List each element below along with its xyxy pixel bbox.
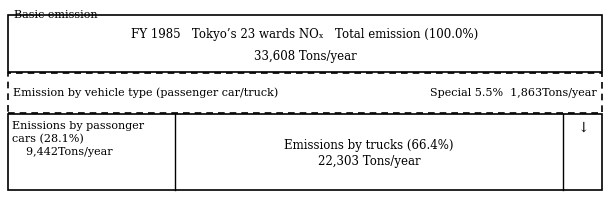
Text: Special 5.5%  1,863Tons/year: Special 5.5% 1,863Tons/year (430, 88, 597, 98)
Text: cars (28.1%): cars (28.1%) (12, 134, 84, 144)
Text: ↓: ↓ (576, 121, 588, 135)
Text: 33,608 Tons/year: 33,608 Tons/year (254, 50, 356, 63)
Bar (8, 15, 602, 72)
Bar (8, 73, 602, 113)
Text: Basic emission: Basic emission (14, 10, 98, 20)
Text: Emissions by trucks (66.4%): Emissions by trucks (66.4%) (284, 138, 454, 152)
Text: FY 1985   Tokyo’s 23 wards NOₓ   Total emission (100.0%): FY 1985 Tokyo’s 23 wards NOₓ Total emiss… (131, 28, 479, 41)
Text: Enissions by passonger: Enissions by passonger (12, 121, 144, 131)
Text: 9,442Tons/year: 9,442Tons/year (12, 147, 113, 157)
Text: Emission by vehicle type (passenger car/truck): Emission by vehicle type (passenger car/… (13, 88, 278, 98)
Text: 22,303 Tons/year: 22,303 Tons/year (318, 154, 420, 168)
Bar (8, 114, 602, 190)
